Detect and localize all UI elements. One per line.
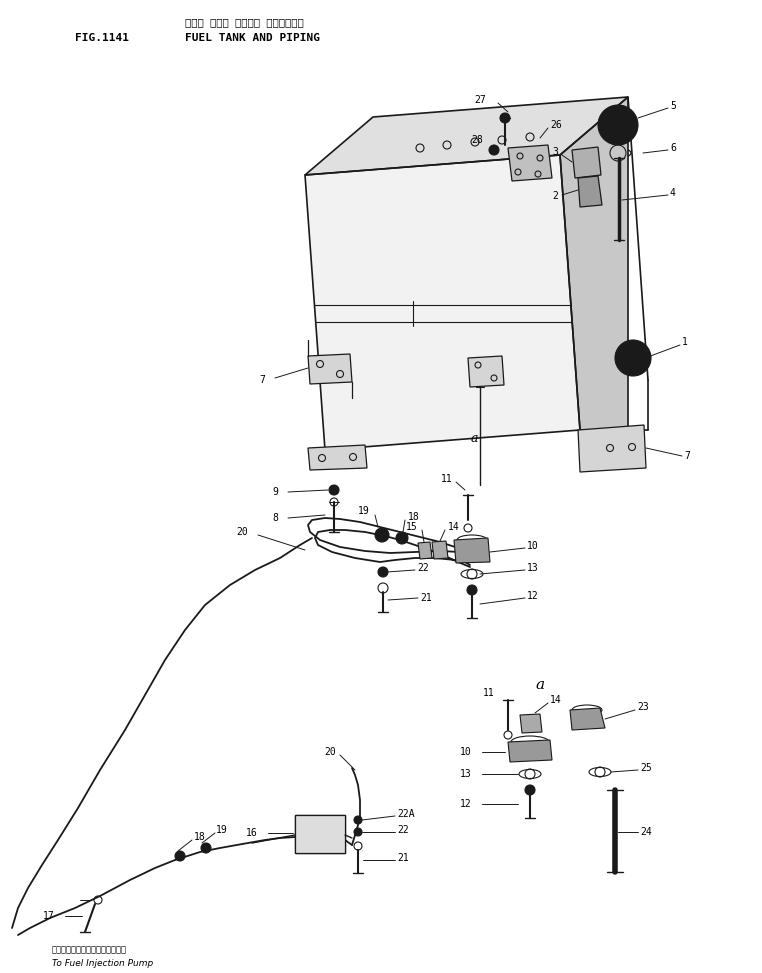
- Circle shape: [378, 567, 388, 577]
- Text: To Fuel Injection Pump: To Fuel Injection Pump: [52, 958, 153, 967]
- Circle shape: [396, 532, 408, 544]
- Text: 10: 10: [527, 541, 539, 551]
- Circle shape: [598, 105, 638, 145]
- Text: 26: 26: [550, 120, 562, 130]
- Text: 18: 18: [408, 512, 420, 522]
- Text: 6: 6: [670, 143, 676, 153]
- Polygon shape: [560, 97, 628, 430]
- Circle shape: [489, 145, 499, 155]
- Text: 3: 3: [552, 147, 558, 157]
- Text: 18: 18: [194, 832, 206, 842]
- Circle shape: [329, 485, 339, 495]
- Text: 7: 7: [684, 451, 690, 461]
- Text: 25: 25: [640, 763, 652, 773]
- Polygon shape: [308, 445, 367, 470]
- Text: a: a: [470, 431, 478, 445]
- Polygon shape: [454, 538, 490, 563]
- Polygon shape: [508, 740, 552, 762]
- Polygon shape: [508, 145, 552, 181]
- Circle shape: [500, 113, 510, 123]
- Text: フェルインジェクションポンプへ: フェルインジェクションポンプへ: [52, 946, 127, 955]
- Text: 21: 21: [397, 853, 408, 863]
- Polygon shape: [520, 714, 542, 733]
- Circle shape: [375, 528, 389, 542]
- Polygon shape: [305, 155, 580, 450]
- Text: 12: 12: [527, 591, 539, 601]
- Text: 19: 19: [358, 506, 370, 516]
- Text: 11: 11: [441, 474, 453, 484]
- Text: 13: 13: [527, 563, 539, 573]
- Text: 11: 11: [483, 688, 495, 698]
- Text: a: a: [536, 678, 545, 692]
- Text: 21: 21: [420, 593, 432, 603]
- Text: 20: 20: [325, 747, 336, 757]
- Text: 16: 16: [246, 828, 258, 838]
- Text: 5: 5: [670, 101, 676, 111]
- Text: 22A: 22A: [397, 809, 415, 819]
- Text: 19: 19: [216, 825, 228, 835]
- Circle shape: [175, 851, 185, 861]
- Text: 14: 14: [448, 522, 459, 532]
- Text: 8: 8: [272, 513, 278, 523]
- Text: 15: 15: [406, 522, 418, 532]
- Text: 4: 4: [670, 188, 676, 198]
- Text: 24: 24: [640, 827, 652, 837]
- Circle shape: [354, 828, 362, 836]
- Text: 28: 28: [471, 135, 483, 145]
- Text: FUEL TANK AND PIPING: FUEL TANK AND PIPING: [185, 33, 320, 43]
- Text: 22: 22: [417, 563, 429, 573]
- Polygon shape: [432, 541, 448, 559]
- Circle shape: [201, 843, 211, 853]
- Text: 23: 23: [637, 702, 648, 712]
- Text: FIG.1141: FIG.1141: [75, 33, 129, 43]
- Text: 20: 20: [236, 527, 248, 537]
- Polygon shape: [578, 425, 646, 472]
- Text: 14: 14: [550, 695, 562, 705]
- Polygon shape: [295, 815, 345, 853]
- Text: 2: 2: [552, 191, 558, 201]
- Text: フェル タンク オヨびー パイピングー: フェル タンク オヨびー パイピングー: [185, 17, 304, 27]
- Text: 9: 9: [272, 487, 278, 497]
- Text: 17: 17: [43, 911, 55, 921]
- Polygon shape: [570, 708, 605, 730]
- Text: 22: 22: [397, 825, 408, 835]
- Bar: [295, 815, 345, 853]
- Text: 27: 27: [474, 95, 486, 105]
- Polygon shape: [305, 97, 628, 175]
- Text: 12: 12: [460, 799, 472, 809]
- Text: 10: 10: [460, 747, 472, 757]
- Polygon shape: [468, 356, 504, 387]
- Circle shape: [467, 585, 477, 595]
- Text: 7: 7: [259, 375, 265, 385]
- Circle shape: [354, 816, 362, 824]
- Circle shape: [525, 785, 535, 795]
- Text: 13: 13: [460, 769, 472, 779]
- Polygon shape: [418, 542, 432, 559]
- Polygon shape: [578, 176, 602, 207]
- Polygon shape: [572, 147, 601, 178]
- Polygon shape: [308, 354, 352, 384]
- Text: 1: 1: [682, 337, 688, 347]
- Circle shape: [615, 340, 651, 376]
